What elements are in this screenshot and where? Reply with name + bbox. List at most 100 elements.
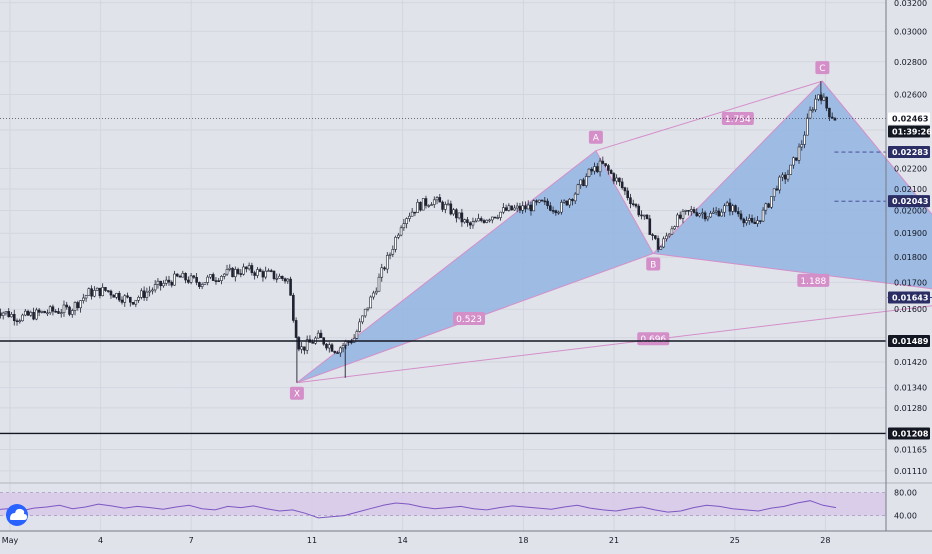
candle-body	[413, 211, 417, 214]
candle-body	[642, 214, 646, 217]
candle-body	[200, 284, 204, 287]
candle	[245, 266, 248, 273]
candle	[333, 350, 337, 355]
candle-body	[590, 168, 594, 172]
candle-body	[830, 116, 834, 119]
candle	[474, 218, 478, 223]
candle-body	[576, 184, 580, 195]
candle-body	[366, 307, 370, 310]
candle	[421, 198, 425, 211]
candle-body	[430, 204, 433, 206]
candle	[593, 162, 596, 175]
candle	[247, 262, 251, 271]
candle-body	[48, 306, 52, 314]
candle-body	[305, 339, 309, 351]
ratio-label[interactable]: 1.188	[797, 273, 830, 287]
pattern-point-a[interactable]: A	[588, 130, 603, 144]
candle-body	[15, 320, 19, 323]
candle-body	[173, 273, 176, 286]
candle	[430, 202, 433, 206]
pattern-point-b[interactable]: B	[646, 257, 661, 271]
price-tick-label: 0.02200	[894, 164, 927, 173]
axis-box	[888, 112, 930, 125]
candle-body	[416, 201, 419, 213]
candle	[761, 207, 765, 223]
candle	[725, 200, 729, 207]
candle	[228, 264, 232, 272]
ratio-badge	[637, 332, 670, 346]
candle-body	[455, 209, 458, 219]
candle	[786, 169, 790, 182]
candle	[62, 300, 66, 317]
candle	[203, 282, 207, 285]
ratio-label[interactable]: 1.754	[721, 112, 754, 126]
candle-body	[198, 282, 201, 287]
candle	[10, 311, 13, 318]
candle-body	[333, 351, 337, 353]
ratio-label[interactable]: 0.696	[637, 332, 670, 346]
candle	[43, 310, 46, 314]
candle-body	[195, 277, 198, 283]
candle	[21, 313, 24, 322]
candle	[37, 308, 41, 317]
candle	[772, 188, 776, 201]
candle	[734, 204, 737, 213]
point-badge	[815, 61, 830, 75]
candle	[723, 203, 726, 217]
candle-body	[402, 223, 406, 229]
candle-body	[394, 236, 397, 250]
candle	[402, 218, 406, 231]
candle	[427, 204, 431, 208]
candle-body	[759, 220, 762, 222]
candle	[253, 270, 256, 280]
price-candles	[0, 81, 837, 383]
candle-body	[463, 219, 466, 223]
candle	[811, 106, 815, 113]
candle-body	[712, 211, 715, 214]
candle	[98, 287, 102, 299]
price-tick-label: 0.01700	[894, 278, 927, 287]
cloud-shape	[10, 508, 27, 520]
candle-body	[258, 269, 262, 272]
candle-body	[294, 320, 298, 338]
candle	[432, 196, 436, 208]
candle	[220, 275, 223, 285]
candle-body	[397, 234, 400, 238]
candle	[822, 93, 826, 101]
candle	[231, 267, 234, 278]
candle	[15, 318, 19, 326]
candle-body	[595, 166, 599, 173]
pattern-point-x[interactable]: X	[289, 386, 304, 400]
price-tick-label: 0.01800	[894, 253, 927, 262]
candle	[187, 276, 190, 284]
ratio-label[interactable]: 0.523	[453, 312, 486, 326]
candle-body	[568, 199, 571, 206]
candle	[234, 266, 237, 282]
candle-body	[68, 306, 71, 315]
candle	[189, 272, 193, 285]
candle	[410, 208, 414, 217]
level-price-label: 0.01208	[888, 427, 930, 440]
candle	[654, 235, 657, 241]
candle	[689, 205, 693, 216]
candle-body	[444, 204, 447, 210]
time-tick-label: 25	[730, 536, 740, 545]
candle	[363, 308, 367, 318]
candle-body	[383, 267, 386, 270]
pattern-point-c[interactable]: C	[815, 61, 830, 75]
candle-body	[659, 246, 663, 250]
candle-body	[187, 279, 190, 283]
candle-body	[629, 197, 632, 205]
candle	[797, 143, 801, 164]
candle-body	[184, 272, 187, 281]
candle-body	[250, 265, 254, 273]
candle	[789, 164, 793, 175]
candle	[692, 206, 696, 214]
candle-body	[181, 272, 185, 278]
point-label: B	[650, 260, 656, 270]
candle-body	[560, 202, 563, 213]
candle-body	[582, 179, 585, 186]
candle-body	[507, 205, 511, 211]
candle-body	[734, 205, 737, 212]
